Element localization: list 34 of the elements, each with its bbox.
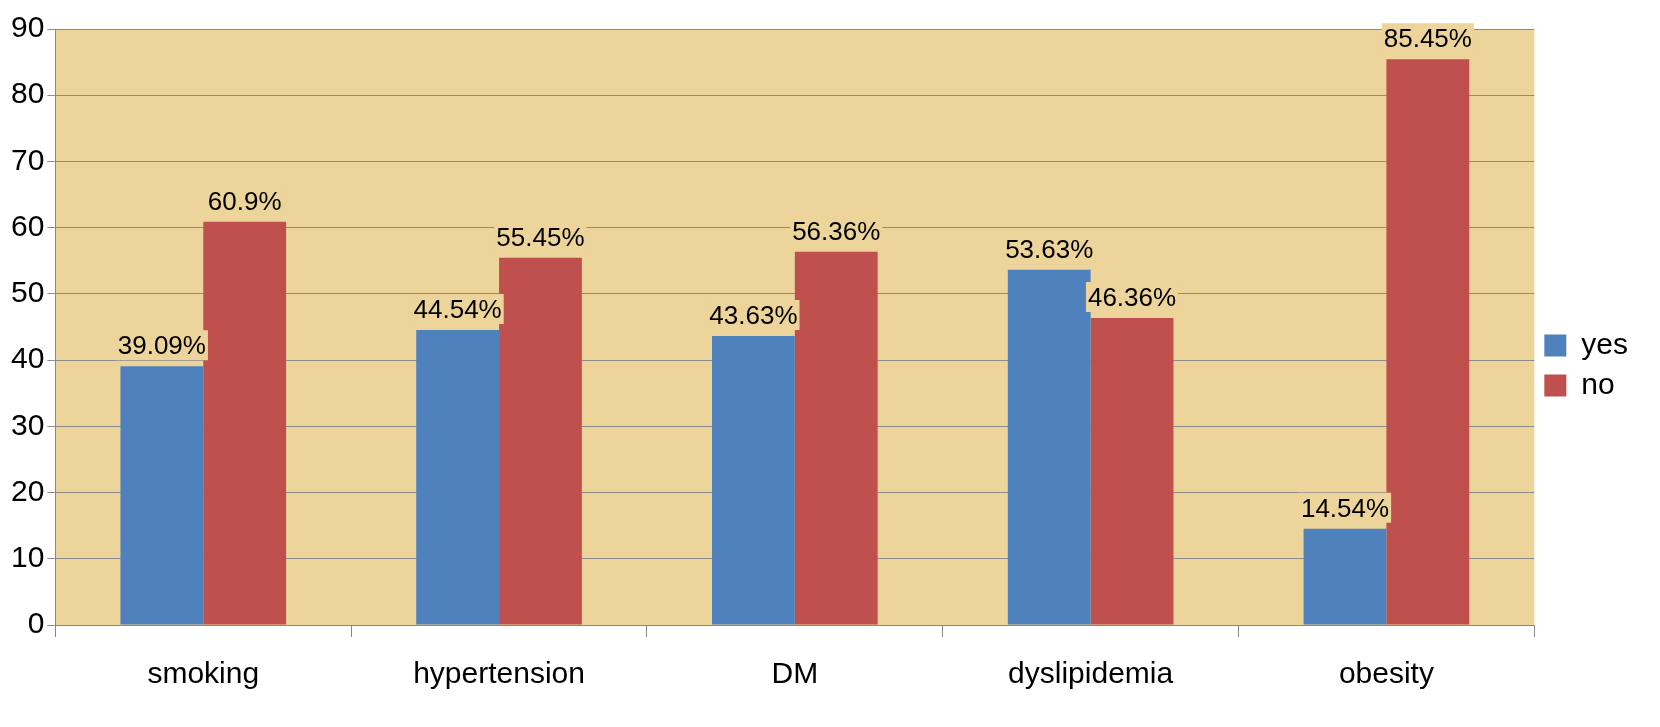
bar — [203, 221, 287, 625]
y-tick-label: 60 — [10, 208, 45, 242]
data-label: 56.36% — [792, 215, 881, 246]
data-label: 85.45% — [1383, 23, 1472, 54]
x-tick-label: DM — [771, 656, 819, 690]
data-label: 39.09% — [117, 330, 206, 361]
y-tick-label: 20 — [10, 473, 45, 507]
y-tick-label: 10 — [10, 540, 45, 574]
x-tick-label: dyslipidemia — [1008, 656, 1174, 690]
x-tick-label: obesity — [1338, 656, 1434, 690]
y-tick-label: 30 — [10, 407, 45, 441]
x-tick-label: hypertension — [413, 656, 585, 690]
data-label: 44.54% — [413, 294, 502, 325]
data-label: 55.45% — [496, 221, 585, 252]
y-tick-label: 80 — [10, 76, 45, 110]
y-tick-label: 40 — [10, 341, 45, 375]
y-tick-label: 0 — [27, 606, 45, 640]
y-tick-label: 50 — [10, 275, 45, 309]
bar — [1303, 528, 1387, 625]
bar — [712, 336, 795, 625]
y-tick-label: 90 — [10, 10, 45, 44]
data-label: 46.36% — [1087, 282, 1177, 313]
y-tick-label: 70 — [10, 142, 45, 176]
bar — [416, 330, 500, 625]
data-label: 53.63% — [1005, 234, 1094, 265]
data-label: 60.9% — [207, 185, 282, 216]
bar — [120, 366, 204, 625]
legend-label: no — [1581, 366, 1615, 400]
legend-label: yes — [1581, 326, 1628, 360]
bar — [499, 257, 582, 625]
bar — [1090, 317, 1174, 625]
data-label: 14.54% — [1300, 492, 1390, 523]
x-tick-label: smoking — [147, 656, 260, 690]
data-label: 43.63% — [709, 300, 798, 331]
